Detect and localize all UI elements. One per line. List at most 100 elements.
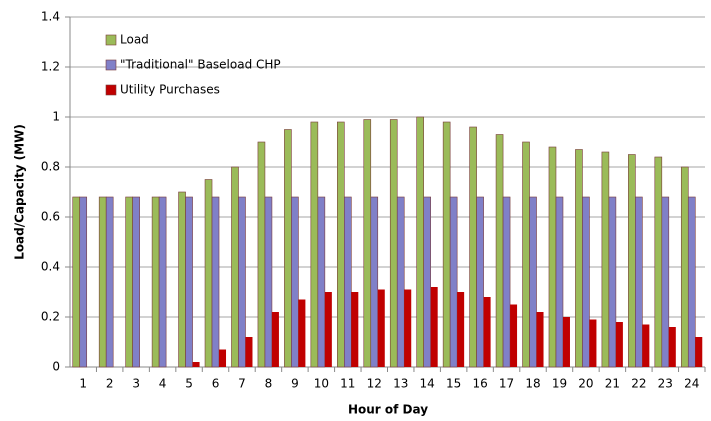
x-tick-label: 21 <box>605 377 620 391</box>
legend-swatch <box>105 84 117 96</box>
bar <box>582 196 590 368</box>
bar <box>430 287 438 367</box>
x-tick-label: 11 <box>340 377 355 391</box>
bar <box>589 319 597 367</box>
bar <box>668 327 676 367</box>
bar <box>284 129 292 368</box>
x-tick-label: 7 <box>238 377 246 391</box>
bar <box>158 196 167 368</box>
bar <box>389 119 398 368</box>
x-tick-label: 18 <box>525 377 540 391</box>
legend-swatch <box>105 34 117 46</box>
bar <box>291 196 299 368</box>
bar <box>238 196 246 368</box>
bar <box>396 196 405 368</box>
bar <box>510 304 518 367</box>
y-tick-label: 1.2 <box>41 60 60 74</box>
bar <box>264 196 273 368</box>
x-tick-label: 16 <box>472 377 487 391</box>
x-tick-label: 2 <box>106 377 114 391</box>
x-tick-label: 6 <box>212 377 220 391</box>
bar <box>185 196 193 368</box>
bar <box>310 121 319 368</box>
bar <box>324 292 332 367</box>
bar <box>562 317 570 367</box>
bar <box>695 337 703 367</box>
bar <box>548 146 557 368</box>
legend-label: "Traditional" Baseload CHP <box>120 58 281 72</box>
y-tick-label: 0.2 <box>41 310 60 324</box>
bar <box>476 196 484 368</box>
y-tick-label: 0.8 <box>41 160 60 174</box>
legend-label: Load <box>120 33 149 47</box>
bar <box>344 196 352 368</box>
bar <box>231 166 239 368</box>
bar <box>687 196 696 368</box>
bar <box>72 196 81 368</box>
bar <box>495 134 504 368</box>
bar <box>125 196 133 368</box>
bar <box>337 121 345 368</box>
bar <box>98 196 107 368</box>
x-axis-title: Hour of Day <box>348 403 428 417</box>
bar <box>601 151 610 368</box>
x-tick-label: 22 <box>631 377 646 391</box>
bar <box>575 149 583 368</box>
bar <box>642 324 650 367</box>
bar <box>449 196 458 368</box>
bar <box>105 196 114 368</box>
bar <box>363 119 372 368</box>
y-tick-label: 0 <box>52 360 60 374</box>
bar <box>416 116 424 368</box>
bar <box>469 126 477 368</box>
x-tick-label: 15 <box>446 377 461 391</box>
y-tick-label: 0.6 <box>41 210 60 224</box>
bar <box>536 312 544 367</box>
x-tick-label: 8 <box>265 377 273 391</box>
x-tick-label: 9 <box>291 377 299 391</box>
bar <box>257 141 266 368</box>
bar <box>680 166 689 368</box>
x-tick-label: 5 <box>185 377 193 391</box>
bar <box>404 289 412 367</box>
bar <box>245 337 253 367</box>
x-tick-label: 4 <box>159 377 167 391</box>
bar <box>192 362 200 367</box>
x-tick-label: 23 <box>658 377 673 391</box>
x-tick-label: 20 <box>578 377 593 391</box>
bar <box>271 312 279 367</box>
x-tick-label: 13 <box>393 377 408 391</box>
x-tick-label: 24 <box>684 377 699 391</box>
x-tick-label: 14 <box>420 377 435 391</box>
bar <box>457 292 465 367</box>
y-tick-label: 0.4 <box>41 260 60 274</box>
bar <box>219 349 227 367</box>
bar <box>178 191 186 368</box>
bar <box>628 154 636 368</box>
legend-swatch <box>105 59 117 71</box>
bar <box>483 297 491 367</box>
bar <box>502 196 511 368</box>
bar <box>608 196 617 368</box>
x-tick-label: 17 <box>499 377 514 391</box>
bar <box>522 141 530 368</box>
bar <box>151 196 160 368</box>
bar <box>615 322 623 367</box>
bar <box>442 121 451 368</box>
bar <box>423 196 431 368</box>
legend-label: Utility Purchases <box>120 83 220 97</box>
bar <box>555 196 564 368</box>
x-tick-label: 19 <box>552 377 567 391</box>
bar <box>661 196 670 368</box>
bar <box>377 289 385 367</box>
y-axis-title: Load/Capacity (MW) <box>13 124 27 260</box>
bar <box>298 299 306 367</box>
bar <box>351 292 359 367</box>
bar <box>79 196 88 368</box>
bar <box>317 196 326 368</box>
y-tick-label: 1.4 <box>41 10 60 24</box>
bar <box>132 196 140 368</box>
x-tick-label: 1 <box>79 377 87 391</box>
bar <box>529 196 537 368</box>
